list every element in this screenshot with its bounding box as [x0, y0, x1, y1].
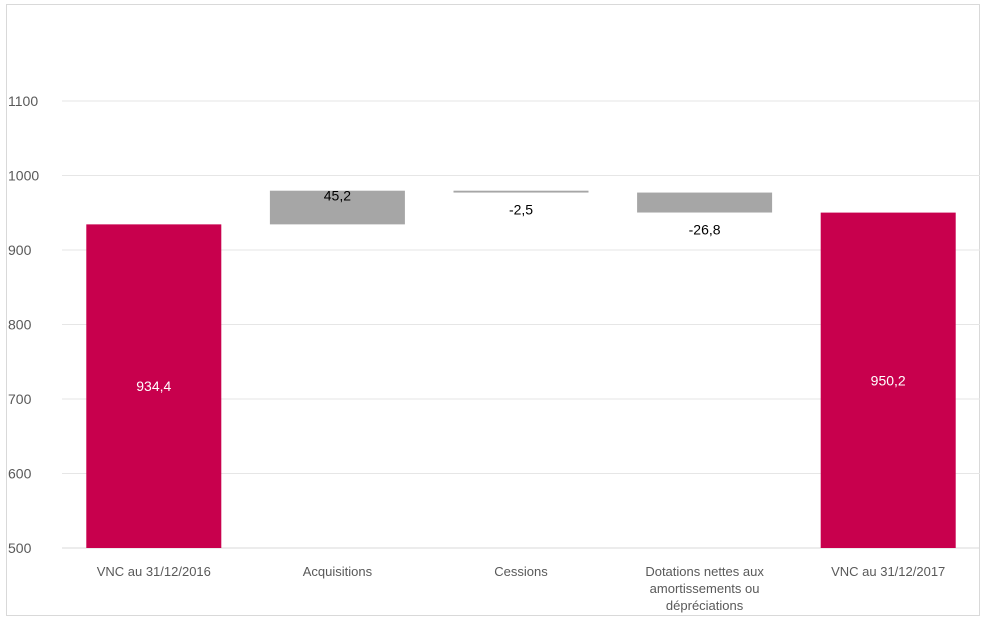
y-tick-label: 500	[8, 540, 32, 556]
total-bar	[820, 212, 956, 548]
data-label: 934,4	[136, 378, 171, 394]
delta-bar	[269, 190, 405, 225]
y-tick-label: 800	[8, 317, 32, 333]
data-label: 45,2	[324, 188, 351, 204]
delta-bar	[637, 192, 773, 213]
x-category-label: VNC au 31/12/2016	[97, 564, 211, 579]
total-bar	[86, 224, 222, 548]
data-labels: 934,4 45,2 -2,5 -26,8 950,2	[136, 188, 906, 394]
data-label: 950,2	[871, 372, 906, 388]
x-category-label: dépréciations	[666, 598, 744, 613]
data-label: -26,8	[689, 222, 721, 238]
x-category-label: Cessions	[494, 564, 548, 579]
delta-bar	[453, 190, 589, 193]
data-label: -2,5	[509, 202, 533, 218]
y-tick-label: 1100	[8, 93, 38, 109]
x-category-label: Dotations nettes aux	[645, 564, 764, 579]
y-tick-label: 600	[8, 466, 32, 482]
y-axis-ticks: 500 600 700 800 900 1000 1100	[8, 93, 39, 556]
y-tick-label: 900	[8, 242, 32, 258]
x-category-label: amortissements ou	[650, 581, 760, 596]
x-axis-categories: VNC au 31/12/2016 Acquisitions Cessions Dot…	[97, 564, 946, 613]
x-category-label: VNC au 31/12/2017	[831, 564, 945, 579]
bars	[86, 190, 956, 548]
y-tick-label: 1000	[8, 168, 39, 184]
y-tick-label: 700	[8, 391, 32, 407]
x-category-label: Acquisitions	[303, 564, 373, 579]
